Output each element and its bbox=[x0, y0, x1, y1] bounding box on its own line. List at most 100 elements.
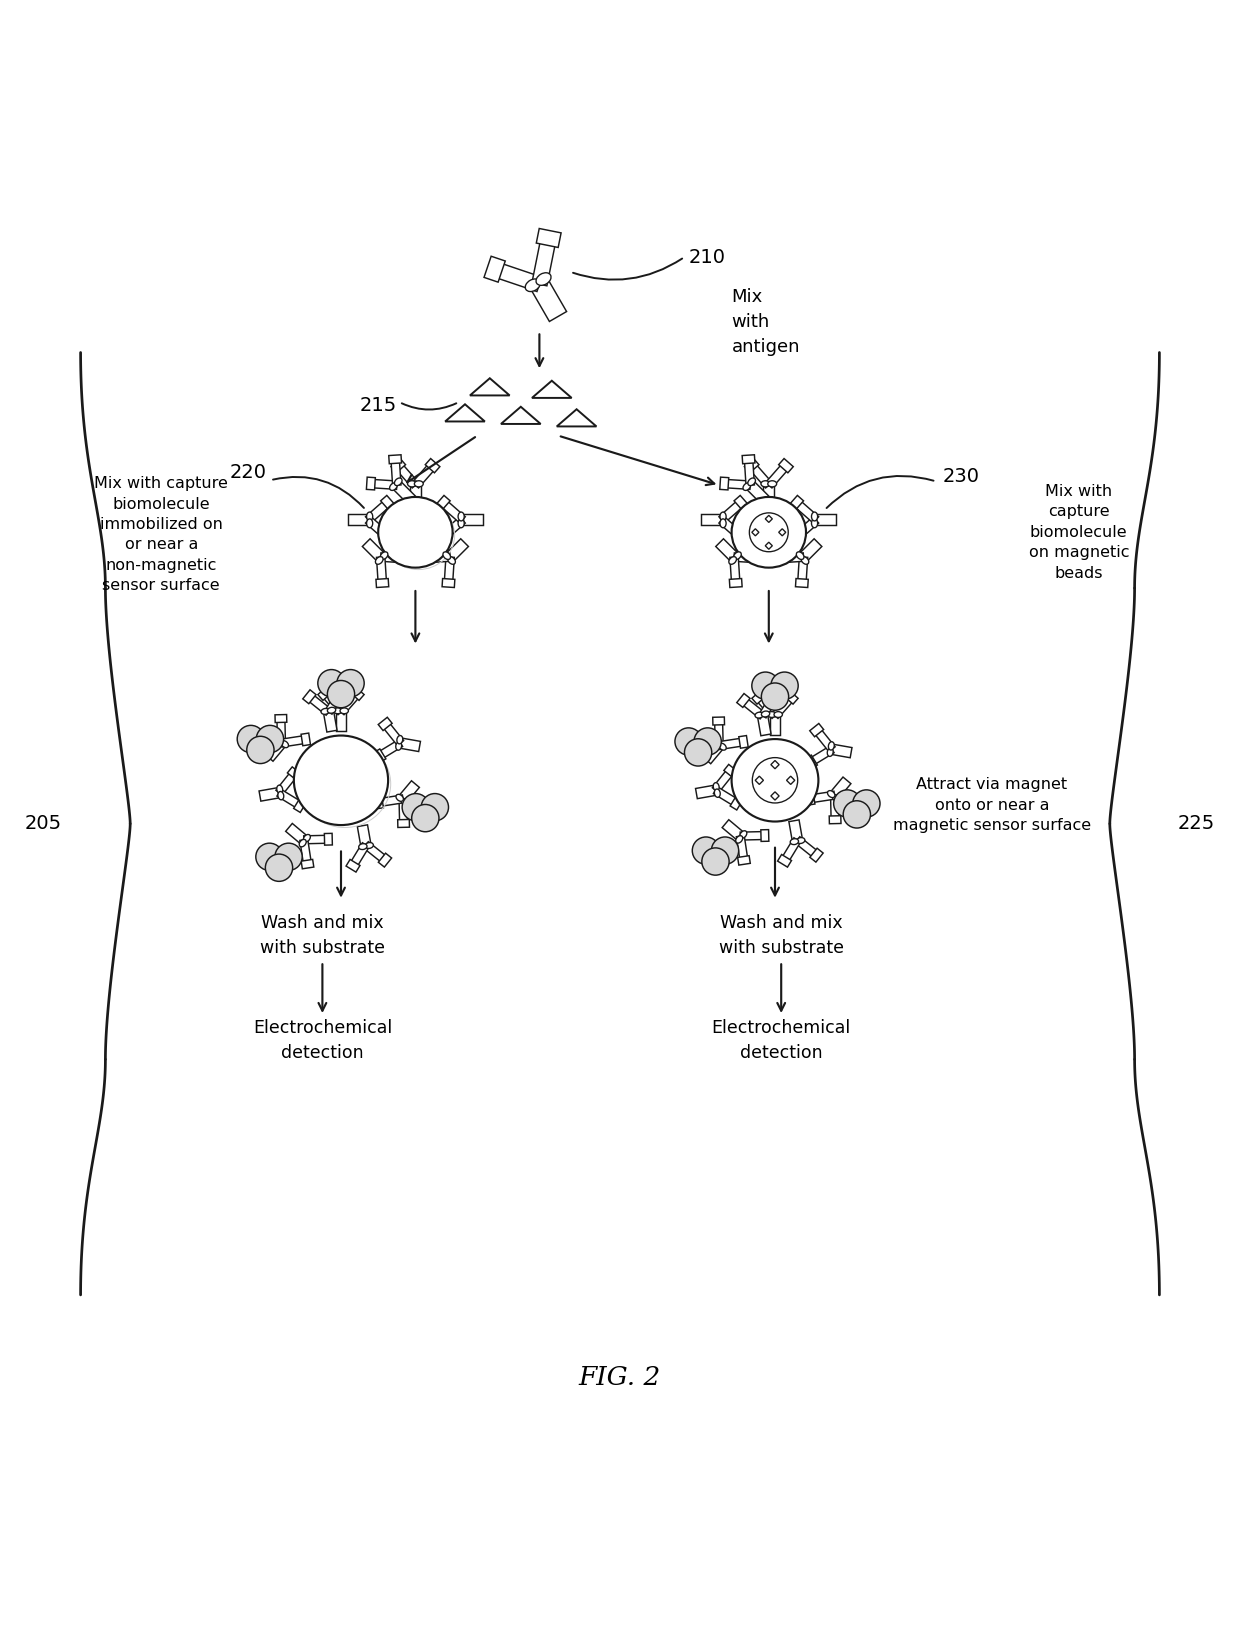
Polygon shape bbox=[755, 777, 764, 785]
Ellipse shape bbox=[334, 708, 342, 714]
Ellipse shape bbox=[720, 512, 727, 522]
Polygon shape bbox=[810, 723, 823, 737]
Ellipse shape bbox=[790, 839, 799, 845]
Polygon shape bbox=[761, 829, 769, 842]
Polygon shape bbox=[532, 381, 572, 397]
Polygon shape bbox=[366, 477, 376, 490]
Polygon shape bbox=[831, 795, 839, 818]
Ellipse shape bbox=[458, 518, 464, 528]
Polygon shape bbox=[536, 229, 562, 247]
Ellipse shape bbox=[740, 831, 746, 839]
Polygon shape bbox=[764, 486, 774, 505]
Polygon shape bbox=[831, 744, 852, 757]
Polygon shape bbox=[751, 528, 759, 536]
Polygon shape bbox=[366, 502, 388, 523]
Polygon shape bbox=[759, 695, 777, 718]
Polygon shape bbox=[737, 835, 748, 858]
Ellipse shape bbox=[401, 798, 408, 806]
Ellipse shape bbox=[443, 553, 450, 559]
Polygon shape bbox=[724, 765, 738, 778]
Polygon shape bbox=[771, 791, 779, 800]
Polygon shape bbox=[288, 767, 301, 780]
Ellipse shape bbox=[827, 749, 833, 757]
Polygon shape bbox=[770, 716, 780, 736]
Polygon shape bbox=[347, 515, 368, 525]
Ellipse shape bbox=[827, 791, 835, 798]
Polygon shape bbox=[728, 479, 750, 489]
Polygon shape bbox=[696, 785, 717, 798]
Polygon shape bbox=[703, 742, 723, 764]
Polygon shape bbox=[713, 786, 735, 804]
Ellipse shape bbox=[828, 742, 835, 750]
Polygon shape bbox=[773, 553, 782, 566]
Polygon shape bbox=[557, 409, 596, 427]
Polygon shape bbox=[301, 860, 314, 868]
Polygon shape bbox=[317, 687, 331, 700]
Polygon shape bbox=[265, 739, 285, 762]
Polygon shape bbox=[501, 407, 541, 423]
Polygon shape bbox=[719, 502, 742, 523]
Polygon shape bbox=[428, 553, 450, 562]
Polygon shape bbox=[773, 697, 792, 718]
Circle shape bbox=[675, 728, 702, 755]
Polygon shape bbox=[275, 714, 286, 723]
Polygon shape bbox=[806, 793, 815, 804]
Polygon shape bbox=[758, 714, 771, 736]
Polygon shape bbox=[398, 819, 409, 827]
Circle shape bbox=[317, 670, 345, 697]
Polygon shape bbox=[765, 515, 773, 523]
Ellipse shape bbox=[735, 835, 743, 844]
Polygon shape bbox=[470, 378, 510, 396]
Polygon shape bbox=[378, 853, 392, 867]
Ellipse shape bbox=[367, 512, 373, 522]
Ellipse shape bbox=[299, 839, 306, 847]
Polygon shape bbox=[351, 687, 365, 700]
Ellipse shape bbox=[281, 741, 289, 747]
Polygon shape bbox=[779, 458, 794, 473]
Polygon shape bbox=[730, 796, 743, 809]
Polygon shape bbox=[402, 553, 412, 566]
Polygon shape bbox=[714, 724, 723, 746]
Ellipse shape bbox=[376, 556, 383, 564]
Ellipse shape bbox=[340, 708, 348, 714]
Ellipse shape bbox=[732, 497, 806, 567]
Polygon shape bbox=[463, 515, 484, 525]
Polygon shape bbox=[746, 481, 769, 504]
Ellipse shape bbox=[327, 708, 336, 713]
Polygon shape bbox=[335, 685, 348, 698]
Ellipse shape bbox=[358, 844, 367, 850]
Polygon shape bbox=[797, 558, 807, 580]
Ellipse shape bbox=[278, 791, 284, 800]
Polygon shape bbox=[750, 466, 773, 487]
Ellipse shape bbox=[796, 837, 805, 844]
Polygon shape bbox=[531, 280, 567, 322]
Polygon shape bbox=[389, 455, 402, 464]
Polygon shape bbox=[800, 540, 822, 561]
Ellipse shape bbox=[396, 795, 403, 801]
Circle shape bbox=[257, 726, 284, 752]
Circle shape bbox=[751, 672, 779, 700]
Polygon shape bbox=[796, 502, 818, 523]
Ellipse shape bbox=[414, 481, 423, 487]
Ellipse shape bbox=[811, 518, 817, 528]
Circle shape bbox=[327, 680, 355, 708]
Polygon shape bbox=[384, 724, 404, 746]
Polygon shape bbox=[277, 721, 285, 744]
Ellipse shape bbox=[832, 795, 839, 801]
Polygon shape bbox=[769, 688, 782, 701]
Polygon shape bbox=[744, 463, 754, 486]
Text: 205: 205 bbox=[25, 814, 62, 834]
Ellipse shape bbox=[761, 711, 770, 716]
Polygon shape bbox=[381, 495, 394, 510]
Circle shape bbox=[694, 728, 722, 755]
Polygon shape bbox=[789, 819, 802, 840]
Polygon shape bbox=[325, 834, 332, 845]
Polygon shape bbox=[737, 693, 750, 708]
Polygon shape bbox=[412, 466, 434, 487]
Ellipse shape bbox=[397, 736, 403, 744]
Circle shape bbox=[702, 849, 729, 875]
Ellipse shape bbox=[365, 842, 373, 849]
Polygon shape bbox=[346, 860, 360, 871]
Polygon shape bbox=[378, 718, 392, 731]
Polygon shape bbox=[377, 558, 387, 580]
